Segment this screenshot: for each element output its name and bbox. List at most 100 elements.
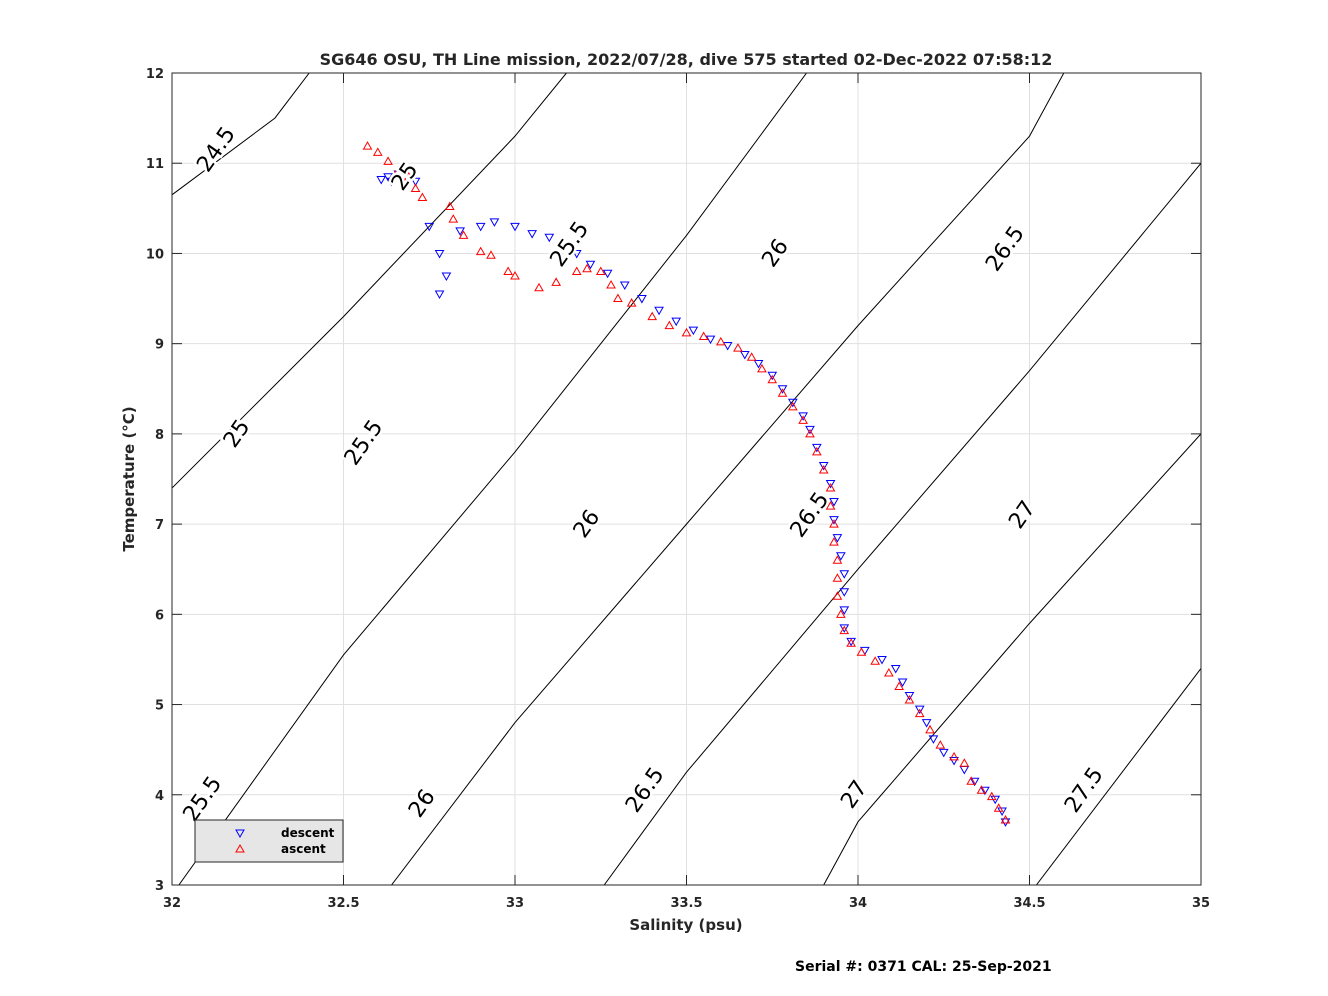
x-axis-label: Salinity (psu) xyxy=(629,916,742,934)
descent-point xyxy=(527,230,538,239)
descent-point xyxy=(475,222,486,232)
legend-box xyxy=(194,819,344,863)
descent-point xyxy=(980,786,990,796)
ascent-point xyxy=(805,428,815,438)
grid-lines xyxy=(172,73,1201,885)
ascent-point xyxy=(884,667,894,677)
descent-point xyxy=(969,777,980,787)
descent-point xyxy=(544,233,555,243)
descent-point xyxy=(928,735,939,744)
descent-point xyxy=(571,249,582,259)
ascent-point xyxy=(832,591,843,600)
ascent-point xyxy=(613,293,623,303)
ascent-point xyxy=(976,785,987,794)
descent-point xyxy=(637,295,647,304)
ascent-point xyxy=(681,327,692,337)
ascent-point xyxy=(832,555,843,564)
descent-point xyxy=(921,719,932,728)
descent-point xyxy=(805,425,815,435)
density-contour-25-5 xyxy=(178,73,807,885)
density-contour-26-5 xyxy=(603,162,1201,885)
descent-point xyxy=(777,385,788,394)
descent-point xyxy=(671,317,682,327)
descent-point xyxy=(489,218,500,227)
ascent-point xyxy=(757,363,767,373)
ascent-point xyxy=(393,165,404,174)
density-contours xyxy=(172,73,1201,885)
ascent-point xyxy=(403,171,414,181)
descent-series xyxy=(376,170,1011,827)
ascent-point xyxy=(767,374,778,384)
x-tick-label: 34.5 xyxy=(1013,896,1045,911)
descent-point xyxy=(835,552,846,561)
descent-point xyxy=(818,461,829,471)
density-contour-25 xyxy=(172,73,567,489)
descent-point xyxy=(890,664,901,674)
descent-point xyxy=(825,480,836,489)
descent-point xyxy=(705,335,716,345)
density-contour-27 xyxy=(823,433,1201,885)
ascent-point xyxy=(829,537,839,546)
descent-point xyxy=(455,227,465,236)
y-tick-label: 10 xyxy=(146,247,164,262)
descent-point xyxy=(1000,818,1011,827)
descent-point xyxy=(839,588,850,597)
ascent-point xyxy=(606,280,616,289)
ascent-point xyxy=(458,230,469,239)
descent-point xyxy=(410,177,421,187)
density-contour-24-5 xyxy=(172,73,310,196)
descent-point xyxy=(654,306,664,316)
descent-point xyxy=(829,516,839,525)
descent-point xyxy=(839,624,850,633)
y-tick-label: 6 xyxy=(155,608,164,623)
ascent-point xyxy=(534,282,544,292)
descent-point xyxy=(434,290,445,300)
ascent-point xyxy=(698,331,709,340)
ascent-point xyxy=(626,298,637,307)
x-tick-label: 33.5 xyxy=(670,896,702,911)
ascent-point xyxy=(486,250,496,259)
ascent-point xyxy=(733,343,743,352)
descent-point xyxy=(585,260,596,270)
descent-point xyxy=(798,412,808,421)
descent-point xyxy=(688,326,699,336)
descent-point xyxy=(877,655,887,665)
ascent-point xyxy=(571,266,582,275)
descent-point xyxy=(424,222,435,232)
ascent-point xyxy=(777,388,788,397)
y-tick-label: 3 xyxy=(155,879,164,894)
descent-point xyxy=(914,705,925,715)
ascent-point xyxy=(715,336,726,346)
ascent-point xyxy=(925,724,935,734)
descent-point xyxy=(383,173,393,182)
ascent-point xyxy=(444,201,455,211)
y-axis-label: Temperature (°C) xyxy=(120,406,138,551)
descent-point xyxy=(386,177,397,187)
x-tick-label: 33 xyxy=(506,896,524,911)
x-tick-label: 34 xyxy=(849,896,867,911)
descent-point xyxy=(561,240,572,250)
descent-point xyxy=(767,371,778,381)
ascent-series xyxy=(362,141,1011,824)
serial-cal-footer: Serial #: 0371 CAL: 25-Sep-2021 xyxy=(795,959,1052,975)
ascent-point xyxy=(551,277,562,286)
ascent-point xyxy=(417,192,428,202)
ascent-point xyxy=(846,638,857,647)
descent-point xyxy=(434,249,445,259)
ascent-point xyxy=(966,776,977,785)
y-tick-label: 7 xyxy=(155,518,164,533)
x-tick-label: 32 xyxy=(163,896,181,911)
ascent-point xyxy=(372,147,383,156)
ascent-point xyxy=(647,311,658,321)
descent-point xyxy=(839,570,850,579)
axis-ticks xyxy=(171,72,1202,886)
descent-point xyxy=(441,272,452,282)
chart-title: SG646 OSU, TH Line mission, 2022/07/28, … xyxy=(320,50,1053,69)
descent-point xyxy=(753,360,764,369)
ascent-point xyxy=(856,647,867,656)
ascent-point xyxy=(870,656,881,665)
ascent-point xyxy=(362,141,373,150)
ascent-point xyxy=(835,609,846,618)
descent-point xyxy=(904,692,915,701)
